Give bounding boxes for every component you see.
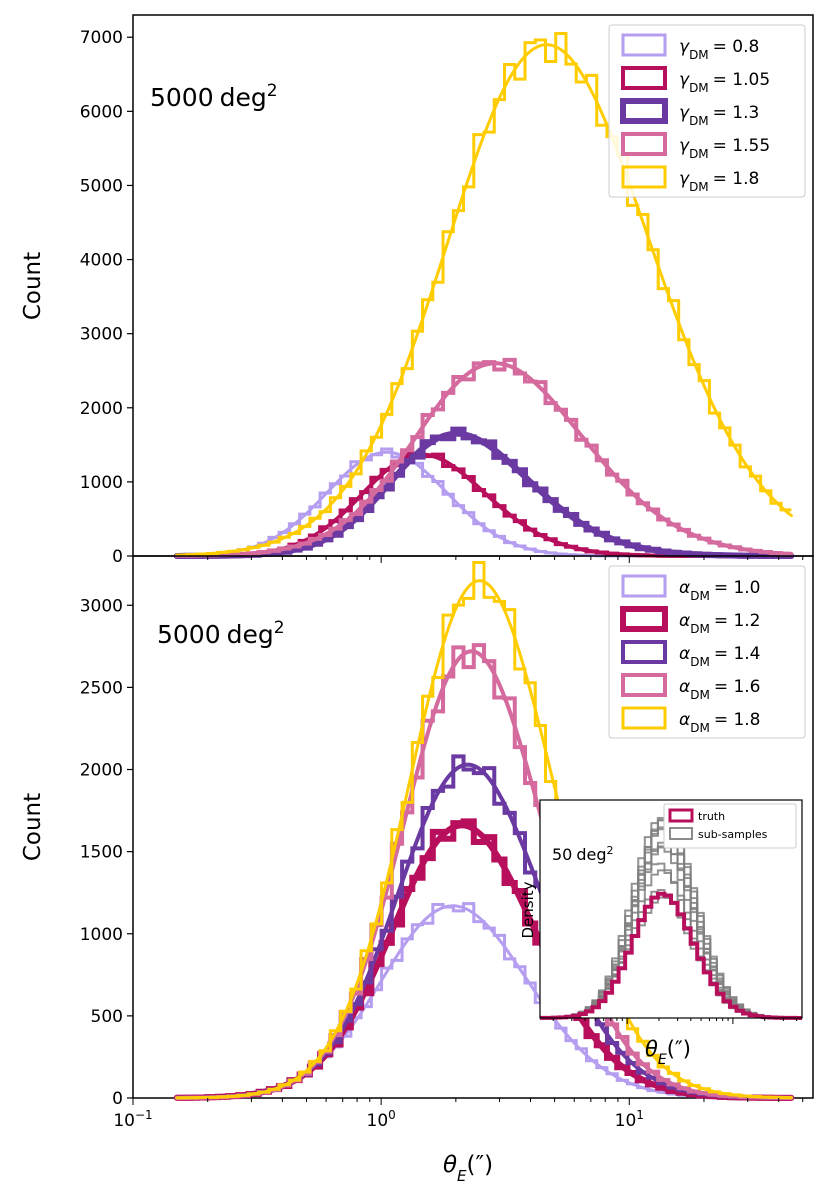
inset-y-axis-label: Density (519, 881, 537, 938)
inset-frame (539, 799, 803, 1019)
bottom-y-axis-label: Count (20, 793, 46, 861)
legend-swatch (621, 640, 667, 664)
inset-x-axis-label: θE(″) (645, 1037, 691, 1068)
y-tick-label: 3000 (80, 325, 123, 345)
top-panel: 0 1000 2000 3000 4000 5000 6000 7000 Count 5000… (20, 14, 814, 567)
legend-entry: αDM = 1.0 (679, 578, 761, 603)
legend-entry: αDM = 1.8 (679, 710, 761, 735)
legend-swatch (621, 33, 667, 57)
legend-swatch (621, 673, 667, 697)
bottom-series-group (173, 561, 795, 1101)
legend-entry: αDM = 1.2 (679, 611, 761, 636)
legend-entry: γDM = 1.05 (679, 70, 770, 95)
curve-4 (175, 579, 793, 1100)
series-3 (174, 357, 794, 558)
top-y-axis-label: Count (20, 252, 46, 320)
bottom-plot-frame (132, 555, 814, 1099)
y-tick-label: 1000 (80, 473, 123, 493)
bottom-legend: αDM = 1.0 αDM = 1.2 αDM = 1.4 αDM = 1.6 αDM = 1.8 (608, 565, 806, 739)
legend-entry: γDM = 1.3 (679, 103, 759, 128)
y-tick-label: 500 (91, 1007, 123, 1027)
bottom-x-axis-label: θE(″) (443, 1152, 493, 1185)
legend-swatch (621, 574, 667, 598)
legend-swatch (620, 98, 668, 124)
inset-area-annotation: 50 deg2 (552, 844, 614, 865)
inset-legend-box (663, 803, 797, 849)
inset-legend-entry: truth (698, 810, 725, 823)
bottom-y-axis: 0 500 1000 1500 2000 2500 3000 (80, 596, 133, 1109)
series-4 (175, 561, 793, 1100)
legend-entry: γDM = 0.8 (679, 37, 759, 62)
curve-3 (174, 361, 794, 558)
y-tick-label: 2000 (80, 761, 123, 781)
legend-swatch (621, 165, 667, 189)
bottom-area-annotation: 5000 deg2 (157, 618, 285, 649)
y-tick-label: 2500 (80, 678, 123, 698)
inset-panel: Density 50 deg2 θE(″) truth sub-samples (519, 799, 803, 1068)
legend-entry: γDM = 1.55 (679, 136, 770, 161)
top-y-axis: 0 1000 2000 3000 4000 5000 6000 7000 (80, 28, 133, 567)
y-tick-label: 0 (112, 1089, 123, 1109)
y-tick-label: 5000 (80, 176, 123, 196)
top-legend: γDM = 0.8 γDM = 1.05 γDM = 1.3 γDM = 1.55 γDM = 1… (608, 24, 806, 198)
bottom-x-axis: 10−1 100 101 (113, 1098, 804, 1131)
inset-legend-swatch (669, 827, 693, 840)
legend-swatch (621, 66, 667, 90)
y-tick-label: 6000 (80, 102, 123, 122)
y-tick-label: 2000 (80, 399, 123, 419)
x-tick-label: 100 (367, 1108, 396, 1131)
top-area-annotation: 5000 deg2 (150, 81, 278, 112)
y-tick-label: 1000 (80, 925, 123, 945)
x-tick-label: 101 (615, 1108, 644, 1131)
legend-entry: αDM = 1.4 (679, 644, 761, 669)
inset-x-axis (552, 1018, 798, 1024)
y-tick-label: 4000 (80, 251, 123, 271)
curve-4 (175, 43, 793, 557)
y-tick-label: 3000 (80, 596, 123, 616)
inset-legend-swatch (668, 808, 694, 823)
truth-histogram (540, 891, 802, 1020)
legend-entry: αDM = 1.6 (679, 677, 761, 702)
legend-entry: γDM = 1.8 (679, 169, 759, 194)
legend-swatch (620, 606, 668, 632)
x-tick-label: 10−1 (113, 1108, 152, 1131)
y-tick-label: 7000 (80, 28, 123, 48)
inset-legend-entry: sub-samples (698, 828, 768, 841)
inset-legend: truth sub-samples (663, 803, 797, 849)
y-tick-label: 1500 (80, 843, 123, 863)
series-4 (175, 32, 793, 557)
bottom-panel: 0 500 1000 1500 2000 2500 3000 10−1 100 101 Coun… (20, 555, 814, 1185)
legend-swatch (621, 706, 667, 730)
y-tick-label: 0 (112, 547, 123, 567)
legend-swatch (621, 132, 667, 156)
